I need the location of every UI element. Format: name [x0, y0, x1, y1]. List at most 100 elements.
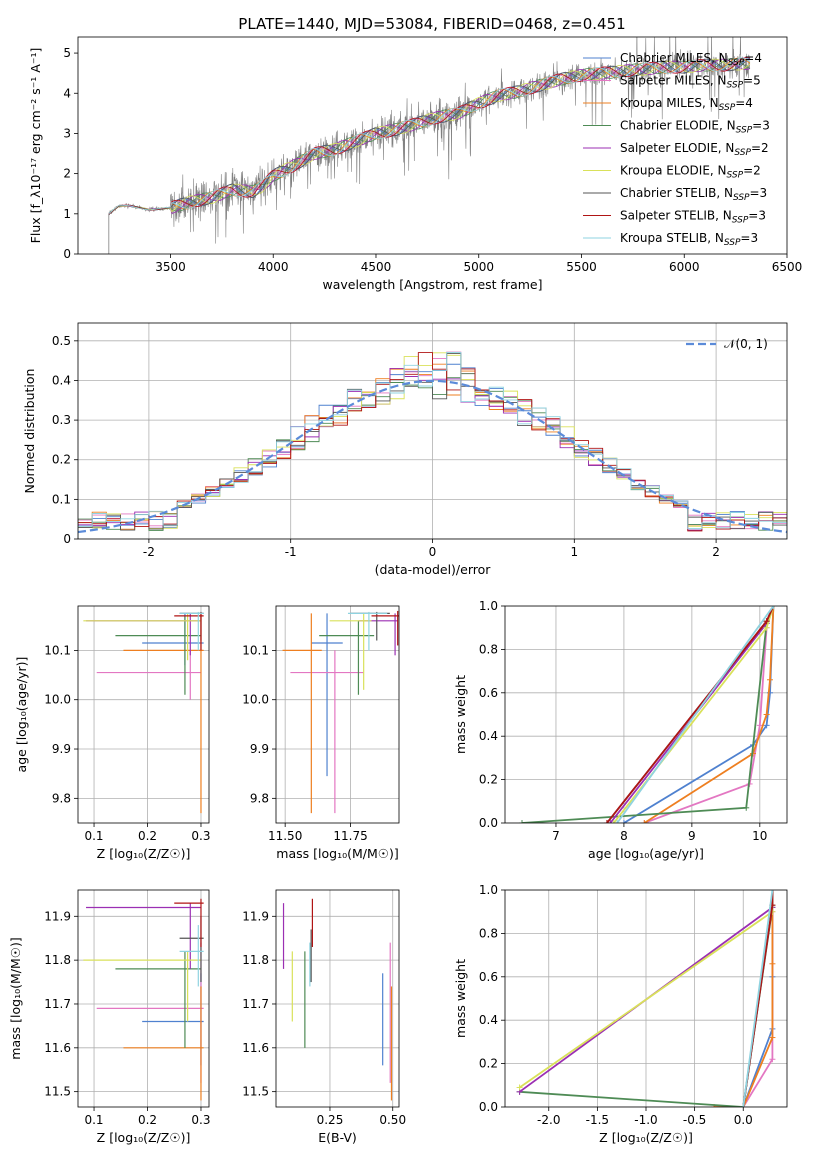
x-tick-label: -0.5: [683, 1113, 706, 1127]
axes-frame: [77, 36, 788, 255]
x-tick-label: 4000: [258, 260, 289, 274]
x-tick-label: -1.0: [634, 1113, 657, 1127]
x-tick-label: 0.0: [734, 1113, 753, 1127]
y-tick-label: 11.8: [242, 953, 269, 967]
x-tick-label: 0.2: [138, 1113, 157, 1127]
axes-frame: [275, 889, 400, 1108]
x-tick-label: 0.1: [84, 829, 103, 843]
y-tick-label: 0.1: [52, 492, 71, 506]
x-tick-label: 11.50: [268, 829, 302, 843]
y-tick-label: 10.0: [242, 693, 269, 707]
y-tick-label: 1.0: [479, 883, 498, 897]
x-tick-label: -1: [285, 545, 297, 559]
model-spectrum: [108, 57, 751, 215]
y-tick-label: 2: [63, 167, 71, 181]
y-tick-label: 0.3: [52, 413, 71, 427]
y-tick-label: 10.1: [242, 643, 269, 657]
plot-area: [78, 890, 209, 1107]
y-tick-label: 1: [63, 207, 71, 221]
normal-curve: [78, 379, 787, 534]
cumulative-line: [742, 890, 774, 1107]
y-tick-label: 0.4: [52, 373, 71, 387]
y-tick-label: 0: [63, 532, 71, 546]
legend-label: Salpeter STELIB, NSSP=3: [620, 209, 766, 226]
x-tick-label: 0.25: [317, 1113, 344, 1127]
mass-vs-metallicity-panel: 0.1 0.2 0.3 11.5 11.6 11.7 11.8 11.9 Z [log₁₀(Z/…: [8, 889, 211, 1145]
axes-frame: [77, 605, 210, 824]
figure-title: PLATE=1440, MJD=53084, FIBERID=0468, z=0…: [238, 15, 625, 33]
legend-label: Kroupa ELODIE, NSSP=2: [620, 164, 761, 181]
x-tick-label: 0.1: [84, 1113, 103, 1127]
x-tick-label: 5000: [463, 260, 494, 274]
x-tick-label: 4500: [361, 260, 392, 274]
y-tick-label: 0.4: [479, 729, 498, 743]
y-tick-label: 0.0: [479, 816, 498, 830]
y-tick-label: 11.5: [44, 1085, 71, 1099]
plot-area: [505, 606, 787, 823]
x-tick-label: -2: [143, 545, 155, 559]
model-spectrum: [108, 58, 751, 215]
y-tick-label: 0.2: [479, 773, 498, 787]
age-vs-mass-panel: 11.50 11.75 9.8 9.9 10.0 10.1 mass [log₁₀(M/M☉…: [242, 605, 400, 861]
x-tick-label: 0.50: [379, 1113, 406, 1127]
legend-label: Kroupa STELIB, NSSP=3: [620, 231, 758, 248]
y-tick-label: 11.7: [242, 997, 269, 1011]
plot-area: [276, 606, 399, 823]
x-tick-label: 6500: [772, 260, 803, 274]
x-tick-label: 0.3: [191, 1113, 210, 1127]
legend-label: Chabrier STELIB, NSSP=3: [620, 186, 767, 203]
axes-frame: [275, 605, 400, 824]
model-spectrum: [108, 56, 751, 215]
y-tick-label: 0.5: [52, 334, 71, 348]
y-tick-label: 10.1: [44, 643, 71, 657]
y-tick-label: 11.6: [44, 1041, 71, 1055]
y-tick-label: 9.8: [52, 791, 71, 805]
axes-frame: [504, 889, 788, 1108]
y-axis-label: mass weight: [453, 959, 468, 1038]
y-tick-label: 5: [63, 46, 71, 60]
x-axis-label: mass [log₁₀(M/M☉)]: [276, 846, 398, 861]
residual-histogram: [78, 352, 787, 539]
y-tick-label: 11.7: [44, 997, 71, 1011]
x-axis-label: Z [log₁₀(Z/Z☉)]: [97, 1130, 191, 1145]
y-tick-label: 0.4: [479, 1013, 498, 1027]
y-tick-label: 11.8: [44, 953, 71, 967]
y-tick-label: 0.6: [479, 686, 498, 700]
axes-frame: [77, 322, 788, 540]
y-axis-label: mass weight: [453, 675, 468, 754]
legend-label: Chabrier MILES, NSSP=4: [620, 51, 762, 68]
x-axis-label: E(B-V): [318, 1130, 357, 1145]
y-tick-label: 0.0: [479, 1100, 498, 1114]
x-tick-label: 1: [570, 545, 578, 559]
mass-vs-extinction-panel: 0.25 0.50 11.5 11.6 11.7 11.8 11.9 E(B-V): [242, 889, 406, 1145]
x-tick-label: 11.75: [333, 829, 367, 843]
legend-label: 𝒩(0, 1): [724, 337, 768, 351]
cumulative-mass-vs-age-panel: 7 8 9 10 0.0 0.2 0.4 0.6 0.8 1.0 age [log₁₀(age/yr…: [453, 599, 788, 861]
x-axis-label: age [log₁₀(age/yr)]: [588, 846, 704, 861]
x-tick-label: 0: [429, 545, 437, 559]
y-tick-label: 0.8: [479, 642, 498, 656]
legend-label: Salpeter ELODIE, NSSP=2: [620, 141, 769, 158]
legend: Chabrier MILES, NSSP=4 Salpeter MILES, NS…: [583, 51, 770, 248]
x-tick-label: 2: [712, 545, 720, 559]
y-axis-label: Normed distribution: [22, 369, 37, 494]
model-spectrum: [108, 58, 751, 215]
y-tick-label: 4: [63, 86, 71, 100]
x-tick-label: 6000: [669, 260, 700, 274]
x-tick-label: 9: [688, 829, 696, 843]
x-tick-label: -1.5: [586, 1113, 609, 1127]
y-tick-label: 0.6: [479, 970, 498, 984]
y-tick-label: 3: [63, 126, 71, 140]
x-tick-label: 5500: [566, 260, 597, 274]
x-tick-label: 0.2: [138, 829, 157, 843]
y-axis-label: Flux [f_λ10⁻¹⁷ erg cm⁻² s⁻¹ A⁻¹]: [28, 48, 43, 244]
y-tick-label: 10.0: [44, 693, 71, 707]
x-tick-label: 7: [552, 829, 560, 843]
spectrum-panel: 3500 4000 4500 5000 5500 6000 6500 0 1 2 3 4 5 wavele…: [28, 36, 803, 292]
y-tick-label: 0.2: [479, 1057, 498, 1071]
y-axis-label: age [log₁₀(age/yr)]: [14, 657, 29, 773]
y-tick-label: 9.9: [250, 742, 269, 756]
x-tick-label: 10: [752, 829, 767, 843]
x-tick-label: 8: [620, 829, 628, 843]
